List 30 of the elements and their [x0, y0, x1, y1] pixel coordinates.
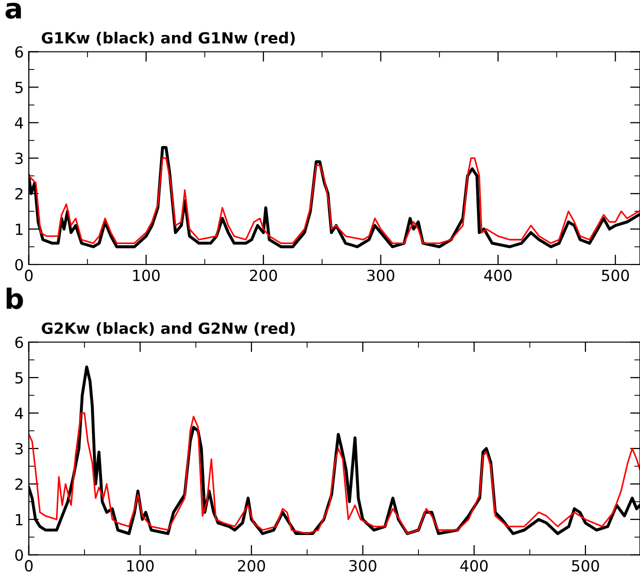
x-tick-label: 400 — [460, 560, 488, 572]
text: a — [6, 2, 21, 19]
y-tick-label: 5 — [15, 82, 23, 94]
x-tick-label: 500 — [572, 560, 600, 572]
y-tick-label: 2 — [15, 478, 22, 490]
y-tick-label: 1 — [16, 224, 23, 235]
x-tick-label: 300 — [367, 270, 394, 282]
y-tick-label: 6 — [15, 336, 23, 348]
x-tick-label: 200 — [238, 560, 266, 572]
chart-title: G2Kw (black) and G2Nw (red) — [42, 322, 295, 336]
chart-title: G1Kw (black) and G1Nw (red) — [42, 32, 295, 46]
y-tick-label: 0 — [15, 549, 23, 561]
x-tick-label: 500 — [602, 270, 629, 282]
y-tick-label: 3 — [15, 152, 23, 164]
y-tick-label: 5 — [15, 372, 23, 384]
x-tick-label: 0 — [24, 270, 33, 282]
y-tick-label: 0 — [15, 258, 23, 271]
y-tick-label: 1 — [16, 514, 23, 526]
y-tick-label: 3 — [15, 442, 23, 455]
y-tick-label: 2 — [15, 188, 22, 200]
x-tick-label: 400 — [484, 270, 512, 282]
x-tick-label: 300 — [349, 560, 376, 572]
x-tick-label: 200 — [250, 270, 277, 282]
y-tick-label: 4 — [14, 408, 24, 419]
y-tick-label: 4 — [14, 117, 24, 128]
x-tick-label: 0 — [24, 560, 33, 572]
x-tick-label: 100 — [127, 560, 154, 572]
text: b — [6, 288, 23, 310]
y-tick-label: 6 — [15, 46, 23, 58]
x-tick-label: 100 — [133, 270, 160, 282]
